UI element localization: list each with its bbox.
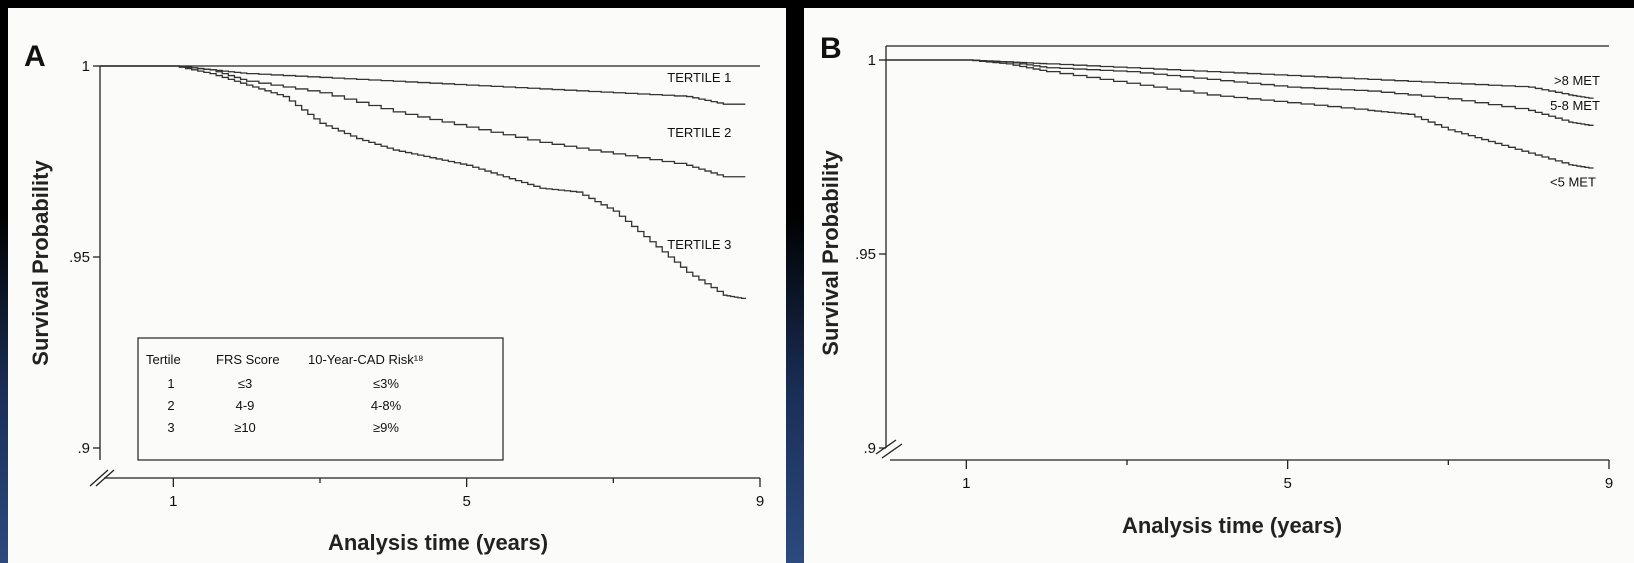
y-tick-label-a-2: .9 — [77, 440, 90, 457]
survival-curve-a-0 — [100, 65, 746, 105]
table-row3-risk: ≥9% — [373, 420, 399, 435]
y-tick-label-a-1: .95 — [69, 249, 90, 266]
table-header-frs: FRS Score — [216, 352, 280, 367]
table-header-risk: 10-Year-CAD Risk¹⁸ — [308, 352, 424, 367]
axis-break-b2 — [881, 443, 903, 459]
table-row2-tertile: 2 — [167, 398, 174, 413]
x-tick-label-b-0: 1 — [962, 475, 970, 492]
panel-letter-a: A — [24, 40, 46, 73]
table-header-tertile: Tertile — [146, 352, 181, 367]
x-axis-title-b: Analysis time (years) — [1122, 513, 1342, 538]
table-row1-tertile: 1 — [167, 376, 174, 391]
table-row2-frs: 4-9 — [236, 398, 255, 413]
x-axis-title-a: Analysis time (years) — [328, 530, 548, 555]
table-row3-tertile: 3 — [167, 420, 174, 435]
y-tick-label-a-0: 1 — [82, 58, 90, 75]
y-axis-title-b: Survival Probability — [818, 150, 843, 356]
series-label-a-2: TERTILE 3 — [667, 237, 731, 252]
survival-curve-b-1 — [886, 59, 1594, 126]
survival-curve-a-2 — [100, 65, 746, 300]
table-row3-frs: ≥10 — [234, 420, 256, 435]
y-tick-label-b-0: 1 — [868, 52, 876, 69]
y-axis-title-a: Survival Probability — [28, 160, 53, 366]
x-tick-label-b-2: 9 — [1605, 475, 1613, 492]
axis-break-b1 — [875, 439, 897, 455]
table-row1-risk: ≤3% — [373, 376, 399, 391]
series-label-a-0: TERTILE 1 — [667, 70, 731, 85]
x-tick-label-a-2: 9 — [756, 493, 764, 510]
survival-curve-b-0 — [886, 59, 1594, 99]
table-row1-frs: ≤3 — [238, 376, 252, 391]
x-tick-label-a-0: 1 — [169, 493, 177, 510]
chart-b: B Survival Probability Analysis time (ye… — [818, 32, 1613, 538]
legend-table-a — [137, 337, 504, 461]
axis-break-a1 — [89, 469, 109, 487]
series-label-b-0: >8 MET — [1554, 73, 1600, 88]
panel-a: A Survival Probability Analysis time (ye… — [8, 8, 786, 563]
chart-a: A Survival Probability Analysis time (ye… — [24, 40, 764, 555]
y-tick-label-b-2: .9 — [863, 440, 876, 457]
x-tick-label-b-1: 5 — [1283, 475, 1291, 492]
axis-break-a2 — [95, 469, 115, 487]
panel-letter-b: B — [820, 32, 842, 65]
survival-curve-b-2 — [886, 59, 1594, 169]
series-label-b-2: <5 MET — [1550, 175, 1596, 190]
series-label-a-1: TERTILE 2 — [667, 125, 731, 140]
y-tick-label-b-1: .95 — [855, 246, 876, 263]
series-label-b-1: 5-8 MET — [1550, 98, 1600, 113]
survival-curve-a-1 — [100, 65, 746, 178]
panel-b: B Survival Probability Analysis time (ye… — [804, 8, 1634, 563]
x-tick-label-a-1: 5 — [462, 493, 470, 510]
table-row2-risk: 4-8% — [371, 398, 402, 413]
